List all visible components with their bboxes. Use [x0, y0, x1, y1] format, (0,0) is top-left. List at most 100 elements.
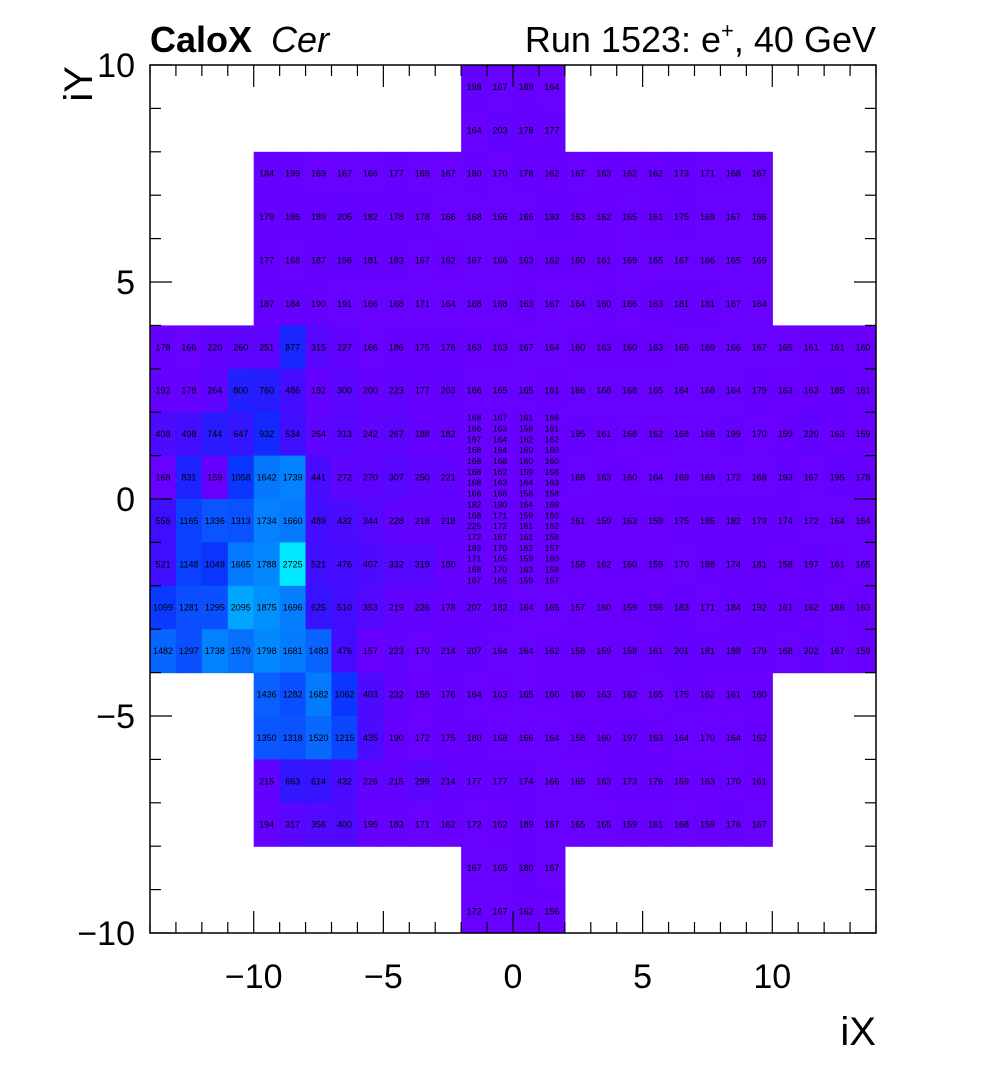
heatmap-cell-label: 163 [596, 342, 611, 352]
heatmap-cell-label: 1739 [283, 472, 303, 482]
heatmap-cell [564, 542, 592, 587]
heatmap-cell-label: 299 [415, 776, 430, 786]
heatmap-cell [305, 542, 333, 587]
heatmap-cell-label: 170 [674, 559, 689, 569]
heatmap-cell-label: 167 [467, 255, 482, 265]
heatmap-cell-label: 160 [596, 733, 611, 743]
heatmap-fine-cell [538, 520, 566, 533]
heatmap-cell [357, 499, 384, 543]
heatmap-cell [175, 542, 203, 587]
heatmap-cell-label: 188 [726, 646, 741, 656]
heatmap-cell-label: 163 [804, 386, 819, 396]
heatmap-cell [487, 802, 514, 847]
heatmap-cell [538, 282, 566, 326]
heatmap-fine-cell-label: 168 [467, 456, 481, 466]
heatmap-cell [435, 195, 462, 240]
heatmap-cell-label: 169 [415, 169, 430, 179]
heatmap-cell-label: 1436 [257, 689, 277, 699]
heatmap-cell [668, 585, 696, 630]
heatmap-fine-cell [487, 574, 514, 587]
heatmap-fine-cell [461, 542, 488, 554]
heatmap-cell-label: 184 [259, 169, 274, 179]
heatmap-cell-label: 167 [726, 212, 741, 222]
heatmap-cell-label: 158 [570, 733, 585, 743]
heatmap-cell-label: 166 [518, 733, 533, 743]
heatmap-cell-label: 200 [363, 386, 378, 396]
heatmap-cell [538, 802, 566, 847]
heatmap-cell [279, 499, 307, 543]
heatmap-cell-label: 178 [441, 603, 456, 613]
heatmap-cell [435, 629, 462, 674]
heatmap-cell [668, 238, 696, 283]
heatmap-cell-label: 167 [726, 299, 741, 309]
heatmap-cell [564, 455, 592, 500]
heatmap-cell-label: 267 [389, 429, 404, 439]
heatmap-cell [720, 195, 747, 240]
heatmap-cell-label: 167 [493, 906, 508, 916]
heatmap-cell-label: 162 [596, 559, 611, 569]
heatmap-cell-label: 169 [752, 255, 767, 265]
heatmap-cell [798, 585, 825, 630]
heatmap-cell [642, 759, 670, 804]
heatmap-cell [461, 846, 488, 891]
heatmap-cell-label: 163 [518, 299, 533, 309]
heatmap-cell-label: 1520 [309, 733, 329, 743]
heatmap-cell-label: 177 [389, 169, 404, 179]
heatmap-cell [305, 716, 333, 760]
heatmap-cell-label: 160 [596, 603, 611, 613]
heatmap-cell [720, 759, 747, 804]
heatmap-cell-label: 156 [544, 906, 559, 916]
heatmap-cell-label: 1579 [231, 646, 251, 656]
heatmap-cell [357, 585, 384, 630]
heatmap-cell-label: 162 [441, 820, 456, 830]
heatmap-cell-label: 172 [467, 906, 482, 916]
heatmap-cell-label: 400 [337, 820, 352, 830]
heatmap-cell-label: 174 [778, 516, 793, 526]
heatmap-cell [435, 499, 462, 543]
heatmap-cell-label: 165 [493, 386, 508, 396]
heatmap-fine-cell-label: 166 [493, 489, 507, 499]
heatmap-cell [357, 238, 384, 283]
heatmap-cell [590, 325, 618, 370]
heatmap-cell [772, 629, 799, 674]
heatmap-cell [850, 325, 877, 370]
heatmap-cell [175, 368, 203, 413]
heatmap-cell [331, 716, 359, 760]
heatmap-cell-label: 163 [570, 212, 585, 222]
heatmap-cell [720, 238, 747, 283]
heatmap-fine-cell [487, 509, 514, 522]
heatmap-cell-label: 161 [596, 429, 611, 439]
heatmap-cell [357, 412, 384, 457]
heatmap-cell [357, 716, 384, 760]
heatmap-cell-label: 163 [648, 299, 663, 309]
heatmap-cell-label: 760 [259, 386, 274, 396]
heatmap-cell-label: 226 [415, 603, 430, 613]
heatmap-cell [694, 195, 722, 240]
heatmap-cell-label: 176 [441, 342, 456, 352]
heatmap-cell [513, 846, 540, 891]
heatmap-cell-label: 163 [596, 472, 611, 482]
heatmap-cell-label: 162 [493, 820, 508, 830]
heatmap-cell-label: 161 [648, 646, 663, 656]
heatmap-cell [513, 585, 540, 630]
heatmap-cell [746, 629, 773, 674]
heatmap-cell [720, 282, 747, 326]
heatmap-cell-label: 159 [622, 603, 637, 613]
heatmap-cell [201, 368, 229, 413]
heatmap-cell-label: 161 [830, 342, 845, 352]
heatmap-cell [357, 759, 384, 804]
heatmap-cell [227, 542, 255, 587]
heatmap-cell-label: 1297 [179, 646, 199, 656]
heatmap-cell [564, 412, 592, 457]
heatmap-cell [694, 542, 722, 587]
heatmap-cell [305, 151, 333, 196]
heatmap-cell-label: 176 [648, 776, 663, 786]
heatmap-fine-cell-label: 166 [545, 413, 559, 423]
heatmap-cell [798, 455, 825, 500]
heatmap-cell-label: 161 [648, 820, 663, 830]
heatmap-cell [694, 672, 722, 717]
heatmap-cell-label: 181 [700, 299, 715, 309]
heatmap-cell-label: 175 [441, 733, 456, 743]
heatmap-cell [175, 455, 203, 500]
heatmap-cell [150, 368, 177, 413]
